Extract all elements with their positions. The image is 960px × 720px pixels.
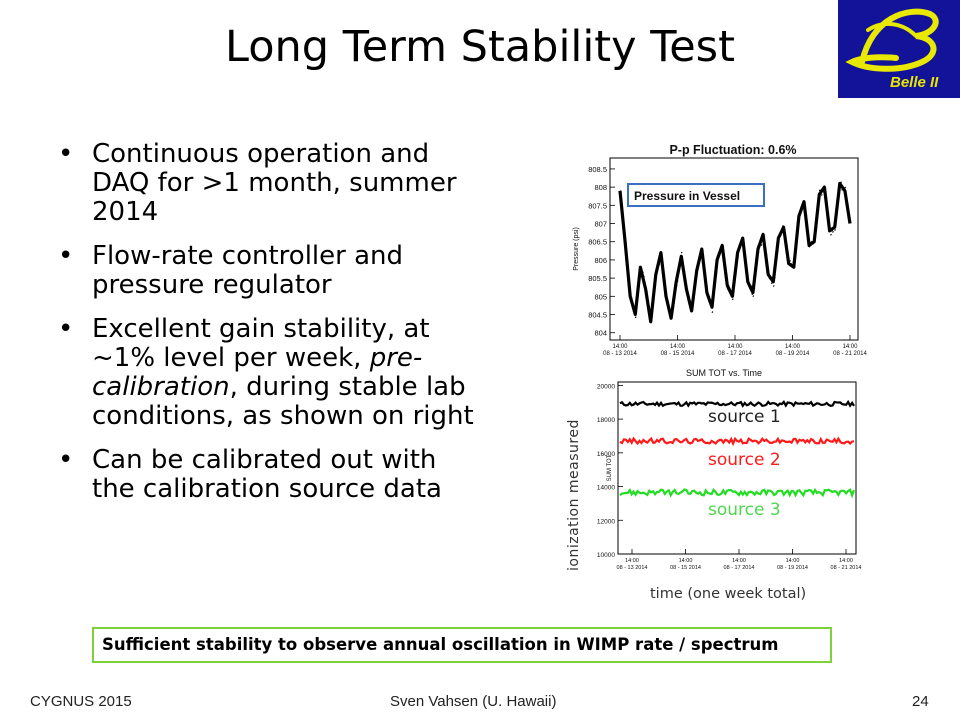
x-tick-label: 08 - 17 2014: [718, 351, 752, 357]
x-tick-label: 08 - 19 2014: [777, 565, 808, 571]
y-tick-label: 808.5: [588, 165, 607, 174]
y-tick-label: 808: [594, 183, 607, 192]
y-axis-label: SUM TOT: [607, 454, 613, 481]
bullet-item: • Continuous operation and DAQ for >1 mon…: [58, 140, 478, 227]
logo-text: Belle II: [890, 74, 939, 91]
x-tick-label: 08 - 13 2014: [617, 565, 648, 571]
legend-text: Pressure in Vessel: [634, 189, 740, 203]
x-tick-label: 08 - 15 2014: [661, 351, 695, 357]
y-annotation: ionization measured: [566, 419, 582, 571]
x-annotation: time (one week total): [650, 586, 807, 602]
bullet-text: Continuous operation and DAQ for >1 mont…: [92, 139, 457, 227]
bullet-text: Flow-rate controller and pressure regula…: [92, 241, 404, 300]
x-tick-label: 08 - 21 2014: [833, 351, 867, 357]
x-tick-label: 08 - 17 2014: [724, 565, 755, 571]
belle-b-glyph: [845, 8, 939, 72]
bullet-text: Excellent gain stability, at ~1% level p…: [92, 314, 430, 373]
plot-frame: [609, 157, 859, 341]
x-tick-label: 14:00: [625, 558, 639, 564]
x-tick-label: 08 - 21 2014: [831, 565, 862, 571]
chart-title: SUM TOT vs. Time: [686, 368, 762, 378]
plot-frame: [617, 381, 857, 555]
x-tick-label: 14:00: [612, 344, 628, 350]
x-tick-label: 08 - 19 2014: [776, 351, 810, 357]
legend-box: [627, 183, 765, 207]
bullet-text: Can be calibrated out with the calibrati…: [92, 445, 442, 504]
series-3-line: [619, 487, 856, 499]
source-1-label: source 1: [708, 407, 781, 427]
y-tick-label: 806: [594, 256, 607, 265]
x-tick-label: 14:00: [786, 558, 800, 564]
y-tick-label: 805.5: [588, 274, 607, 283]
y-tick-label: 10000: [597, 552, 615, 559]
series-1-line: [619, 399, 855, 408]
x-tick-label: 14:00: [732, 558, 746, 564]
bullet-dot-icon: •: [58, 314, 74, 344]
series-2-line: [619, 436, 855, 447]
x-tick-label: 14:00: [839, 558, 853, 564]
x-tick-label: 14:00: [679, 558, 693, 564]
footer-author: Sven Vahsen (U. Hawaii): [390, 693, 557, 710]
x-tick-label: 14:00: [785, 344, 801, 350]
y-tick-label: 807.5: [588, 201, 607, 210]
x-tick-label: 08 - 15 2014: [670, 565, 701, 571]
y-tick-label: 804.5: [588, 311, 607, 320]
sumtot-plot: SUM TOT vs. Time 10000 12000 14000 16000 1800…: [574, 366, 864, 574]
bullet-item: • Flow-rate controller and pressure regul…: [58, 242, 478, 300]
chart-title: P-p Fluctuation: 0.6%: [669, 143, 796, 157]
pressure-series-scatter: [619, 181, 851, 322]
slide-title: Long Term Stability Test: [225, 22, 735, 72]
bullet-list: • Continuous operation and DAQ for >1 mon…: [58, 140, 478, 519]
bullet-text: pre-calibration: [92, 343, 423, 402]
bullet-text: , during stable lab conditions, as shown…: [92, 372, 474, 431]
y-tick-label: 16000: [597, 451, 615, 458]
x-tick-label: 14:00: [842, 344, 858, 350]
page-number: 24: [912, 693, 929, 710]
source-3-label: source 3: [708, 500, 781, 520]
y-tick-label: 18000: [597, 417, 615, 424]
y-tick-label: 807: [594, 220, 607, 229]
conclusion-banner: Sufficient stability to observe annual o…: [92, 627, 832, 663]
pressure-plot: P-p Fluctuation: 0.6% 804 804.5 805 805.5 806…: [558, 142, 868, 358]
bullet-dot-icon: •: [58, 241, 74, 271]
pressure-series-line: [618, 181, 852, 324]
bullet-dot-icon: •: [58, 139, 74, 169]
y-axis-label: Pressure (psi): [573, 227, 580, 271]
y-tick-label: 805: [594, 292, 607, 301]
belle-ii-logo: Belle II: [838, 0, 960, 98]
bullet-dot-icon: •: [58, 445, 74, 475]
y-tick-label: 804: [594, 329, 607, 338]
x-tick-label: 08 - 13 2014: [603, 351, 637, 357]
y-tick-label: 806.5: [588, 238, 607, 247]
x-tick-label: 14:00: [670, 344, 686, 350]
y-tick-label: 12000: [597, 518, 615, 525]
x-tick-label: 14:00: [727, 344, 743, 350]
bullet-item: • Can be calibrated out with the calibrat…: [58, 446, 478, 504]
y-tick-label: 14000: [597, 485, 615, 492]
y-tick-label: 20000: [597, 383, 615, 390]
source-2-label: source 2: [708, 450, 781, 470]
footer-conference: CYGNUS 2015: [30, 693, 132, 710]
bullet-item: • Excellent gain stability, at ~1% level …: [58, 315, 478, 431]
